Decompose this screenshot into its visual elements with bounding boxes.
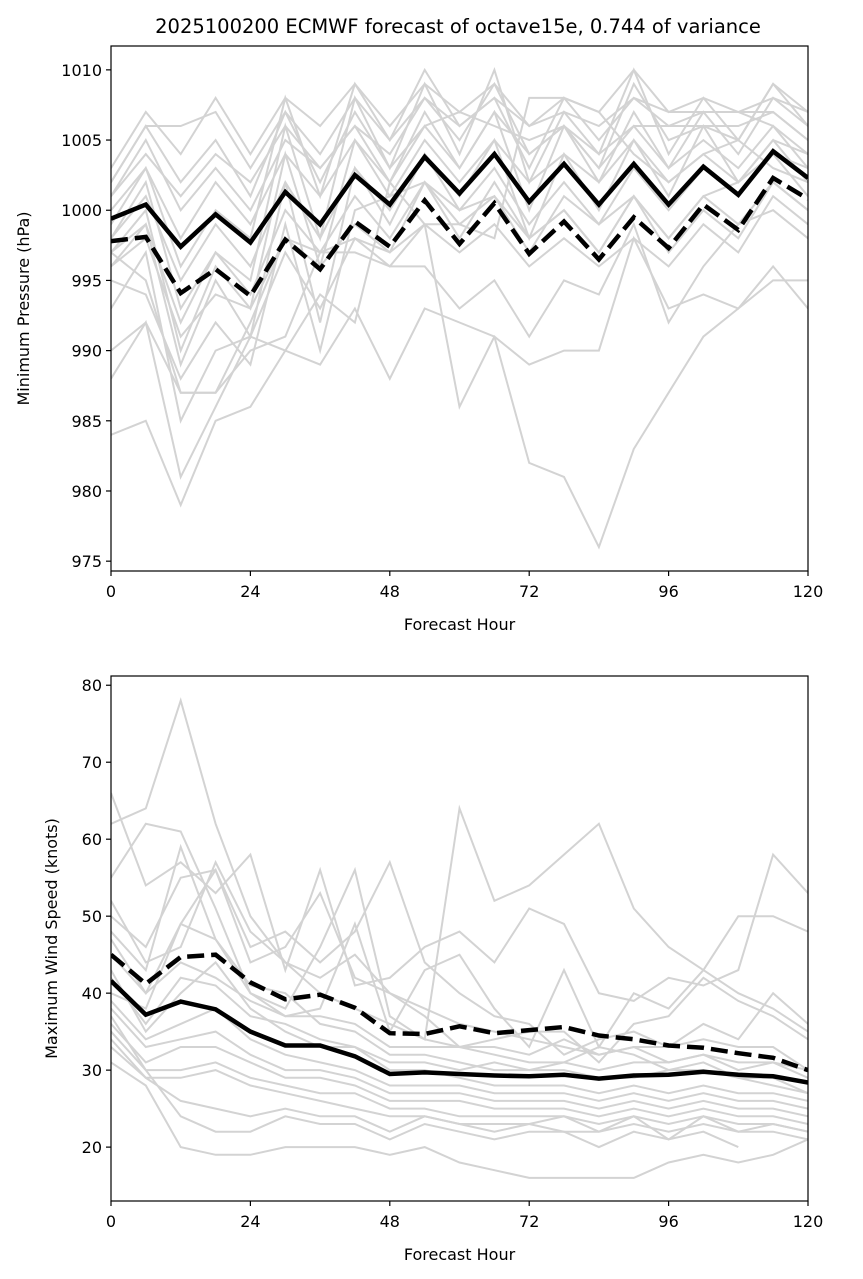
x-tick-label: 120 [793, 1212, 824, 1231]
chart-title: 2025100200 ECMWF forecast of octave15e, … [155, 15, 761, 38]
x-tick-label: 72 [519, 1212, 539, 1231]
member-line [111, 279, 808, 550]
y-tick-label: 60 [82, 830, 102, 849]
x-tick-label: 24 [240, 582, 260, 601]
plot-frame [110, 675, 809, 1202]
member-line [111, 81, 808, 213]
wind-panel: 0 24 48 72 96 120 20 30 40 50 60 70 80 Forecast Hou… [42, 675, 823, 1264]
mean-line [111, 148, 808, 250]
y-tick-label: 995 [71, 271, 102, 290]
member-line [111, 66, 808, 311]
y-tick-label: 1010 [61, 61, 102, 80]
x-tick-label: 96 [658, 1212, 678, 1231]
mean-line [111, 979, 808, 1085]
member-line [111, 138, 808, 241]
dashed-line [111, 174, 808, 300]
member-line [111, 180, 808, 326]
member-line [111, 1023, 808, 1125]
y-tick-label: 1005 [61, 131, 102, 150]
y-tick-label: 50 [82, 907, 102, 926]
y-tick-label: 985 [71, 412, 102, 431]
y-axis-label: Maximum Wind Speed (knots) [42, 818, 61, 1059]
x-tick-label: 72 [519, 582, 539, 601]
x-tick-label: 0 [106, 582, 116, 601]
member-line [111, 180, 808, 480]
member-line [111, 804, 808, 1041]
y-tick-label: 80 [82, 676, 102, 695]
member-line [111, 867, 808, 1064]
y-axis-ticks: 975 980 985 990 995 1000 1005 1010 [61, 61, 111, 571]
member-line [111, 194, 808, 339]
y-tick-label: 20 [82, 1138, 102, 1157]
highlight-lines [111, 952, 808, 1085]
y-axis-ticks: 20 30 40 50 60 70 80 [82, 676, 111, 1157]
y-tick-label: 40 [82, 984, 102, 1003]
pressure-panel: 0 24 48 72 96 120 975 980 985 990 995 1000 1005 1010… [14, 45, 823, 634]
x-tick-label: 0 [106, 1212, 116, 1231]
y-tick-label: 1000 [61, 201, 102, 220]
y-tick-label: 70 [82, 753, 102, 772]
x-axis-label: Forecast Hour [404, 615, 516, 634]
member-line [111, 1015, 739, 1149]
member-line [111, 96, 808, 183]
highlight-lines [111, 148, 808, 300]
member-line [111, 843, 808, 1050]
x-tick-label: 96 [658, 582, 678, 601]
member-line [111, 209, 808, 394]
y-tick-label: 980 [71, 482, 102, 501]
x-tick-label: 48 [380, 582, 400, 601]
x-axis-label: Forecast Hour [404, 1245, 516, 1264]
y-tick-label: 975 [71, 552, 102, 571]
ensemble-members [111, 66, 808, 550]
dashed-line [111, 952, 808, 1073]
y-tick-label: 30 [82, 1061, 102, 1080]
x-tick-label: 48 [380, 1212, 400, 1231]
member-line [111, 180, 808, 394]
member-line [111, 1007, 808, 1118]
y-axis-label: Minimum Pressure (hPa) [14, 212, 33, 406]
member-line [111, 110, 808, 198]
plot-frame [110, 45, 809, 572]
member-line [111, 960, 808, 1102]
member-line [111, 922, 808, 1095]
x-axis-ticks: 0 24 48 72 96 120 [106, 1201, 823, 1231]
member-line [111, 859, 808, 1056]
member-line [111, 938, 808, 1071]
member-line [111, 1061, 808, 1179]
x-tick-label: 24 [240, 1212, 260, 1231]
member-line [111, 1038, 808, 1141]
member-line [111, 1030, 808, 1133]
member-line [111, 96, 808, 424]
ensemble-members [111, 697, 808, 1179]
x-tick-label: 120 [793, 582, 824, 601]
y-tick-label: 990 [71, 342, 102, 361]
member-line [111, 976, 808, 1079]
member-line [111, 697, 808, 1072]
member-line [111, 68, 808, 169]
x-axis-ticks: 0 24 48 72 96 120 [106, 571, 823, 601]
